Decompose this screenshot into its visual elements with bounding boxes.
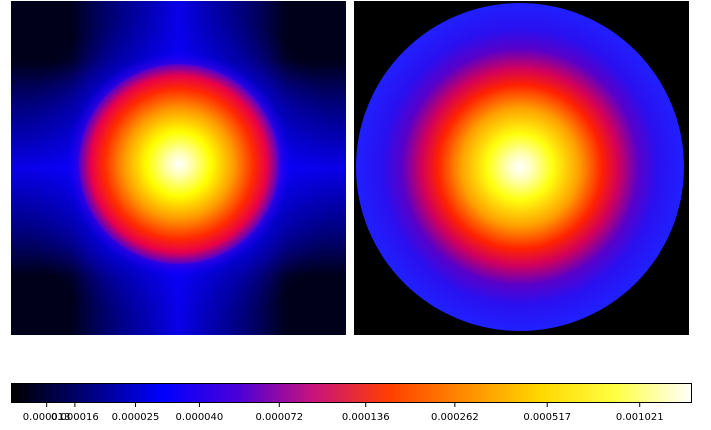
- heatmap-aperture-disc: [356, 3, 684, 331]
- image-panel-right: [354, 1, 689, 335]
- colorbar-tick-label: 0.000517: [523, 412, 571, 423]
- colorbar-tick-label: 0.001021: [616, 412, 664, 423]
- colorbar-tick-label: 0.000072: [255, 412, 303, 423]
- colorbar-tick-label: 0.000040: [176, 412, 224, 423]
- heatmap-cross-pattern: [11, 1, 346, 335]
- image-panel-left: [11, 1, 346, 335]
- colorbar-tick-label: 0.000013: [23, 412, 71, 423]
- colorbar-tick-label: 0.000262: [431, 412, 479, 423]
- colorbar-gradient: [11, 383, 692, 403]
- colorbar-tick-label: 0.000136: [342, 412, 390, 423]
- heatmap-circular-aperture: [354, 1, 689, 335]
- heatmap-core: [79, 64, 279, 264]
- colorbar-tick-label: 0.000025: [112, 412, 160, 423]
- colorbar-tick-label: 0.000016: [51, 412, 99, 423]
